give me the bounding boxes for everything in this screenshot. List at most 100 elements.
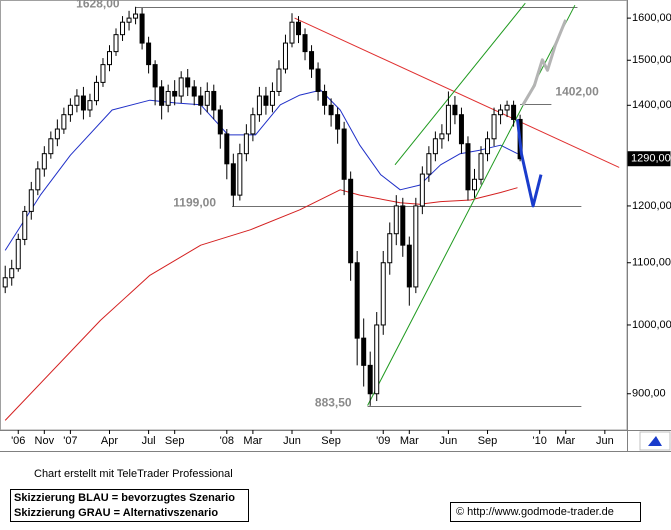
candle-body	[178, 77, 184, 97]
candle-body	[439, 133, 445, 140]
candle-body	[419, 173, 425, 207]
candle-body	[35, 168, 41, 191]
candle-body	[28, 189, 34, 212]
legend-gray: Skizzierung GRAU = Alternativszenario	[14, 507, 218, 519]
x-tick-label: Sep	[165, 435, 185, 447]
copyright-box	[450, 502, 641, 522]
candle-body	[511, 104, 517, 120]
candle-body	[328, 104, 334, 116]
x-tick-label: '09	[376, 435, 390, 447]
x-tick-label: '07	[63, 435, 77, 447]
candle-body	[504, 104, 510, 111]
candle-body	[243, 133, 249, 155]
x-tick-label: Nov	[35, 435, 55, 447]
candle-body	[445, 104, 451, 135]
level-label: 1628,00	[76, 0, 120, 11]
candle-body	[471, 178, 477, 191]
candle-body	[452, 104, 458, 116]
candle-body	[191, 86, 197, 97]
x-tick-label: Apr	[101, 435, 118, 447]
candle-body	[100, 64, 106, 83]
candle-body	[159, 86, 165, 106]
x-tick-label: Mar	[243, 435, 262, 447]
legend-box	[10, 489, 249, 522]
y-tick-label: 1600,00	[632, 12, 671, 24]
candle-body	[485, 138, 491, 155]
x-tick-label: Jul	[142, 435, 156, 447]
candle-body	[361, 337, 367, 366]
candle-body	[67, 104, 73, 116]
level-label: 1199,00	[173, 196, 216, 210]
candle-body	[413, 205, 419, 288]
candle-body	[106, 51, 112, 66]
candle-body	[198, 95, 204, 106]
candle-body	[322, 90, 328, 106]
candle-body	[335, 114, 341, 130]
candle-body	[9, 268, 15, 279]
candle-body	[93, 81, 99, 102]
candle-body	[276, 68, 282, 92]
candle-body	[426, 153, 432, 175]
overlay-line	[394, 2, 526, 166]
y-tick-label: 1400,00	[632, 99, 671, 111]
candle-body	[354, 262, 360, 339]
level-label: 883,50	[315, 396, 352, 410]
candle-body	[172, 90, 178, 97]
candle-body	[269, 90, 275, 106]
x-tick-label: Sep	[321, 435, 341, 447]
candle-body	[478, 153, 484, 180]
candle-body	[2, 277, 8, 288]
scroll-icon[interactable]	[639, 431, 671, 451]
plot	[2, 2, 620, 421]
x-tick-label: Mar	[556, 435, 575, 447]
candle-body	[250, 114, 256, 135]
icon-triangle[interactable]	[648, 436, 662, 446]
x-tick-label: Jun	[596, 435, 614, 447]
candle-body	[256, 95, 262, 116]
candle-body	[432, 138, 438, 155]
candle-body	[263, 95, 269, 106]
y-tick-label: 1500,00	[632, 54, 671, 66]
y-tick-label: 1000,00	[632, 319, 671, 331]
candle-body	[22, 210, 28, 240]
candle-body	[224, 133, 230, 165]
overlay-line	[521, 19, 568, 107]
x-tick-label: '10	[532, 435, 546, 447]
candle-body	[126, 17, 132, 23]
candle-body	[217, 109, 223, 135]
candle-body	[289, 21, 295, 44]
legend-blue: Skizzierung BLAU = bevorzugtes Szenario	[14, 492, 235, 504]
overlay-line	[4, 89, 518, 251]
candle-body	[204, 90, 210, 106]
last-price-box	[627, 151, 671, 167]
candle-body	[15, 238, 21, 270]
candle-body	[282, 42, 288, 70]
candle-body	[296, 21, 302, 36]
candle-body	[230, 163, 236, 196]
x-tick-label: Sep	[478, 435, 498, 447]
candle-body	[54, 128, 60, 140]
candle-body	[133, 13, 139, 19]
overlay-line	[516, 119, 543, 208]
overlay-line	[294, 17, 620, 168]
candle-body	[458, 114, 464, 145]
candle-body	[367, 364, 373, 395]
copyright: © http://www.godmode-trader.de	[456, 506, 614, 518]
x-tick-label: Mar	[400, 435, 419, 447]
x-tick-label: '08	[220, 435, 234, 447]
x-tick-label: Jun	[440, 435, 458, 447]
candle-body	[400, 205, 406, 246]
candle-body	[165, 90, 171, 106]
candle-body	[120, 21, 126, 36]
candle-body	[465, 143, 471, 191]
candle-body	[491, 114, 497, 140]
credit: Chart erstellt mit TeleTrader Profession…	[34, 468, 233, 480]
overlay-line	[367, 4, 576, 406]
candle-body	[48, 138, 54, 155]
candle-body	[74, 95, 80, 106]
x-tick-label: '06	[11, 435, 25, 447]
candle-body	[185, 77, 191, 88]
y-tick-label: 1100,00	[632, 257, 671, 269]
candle-body	[406, 244, 412, 288]
candle-body	[374, 324, 380, 395]
